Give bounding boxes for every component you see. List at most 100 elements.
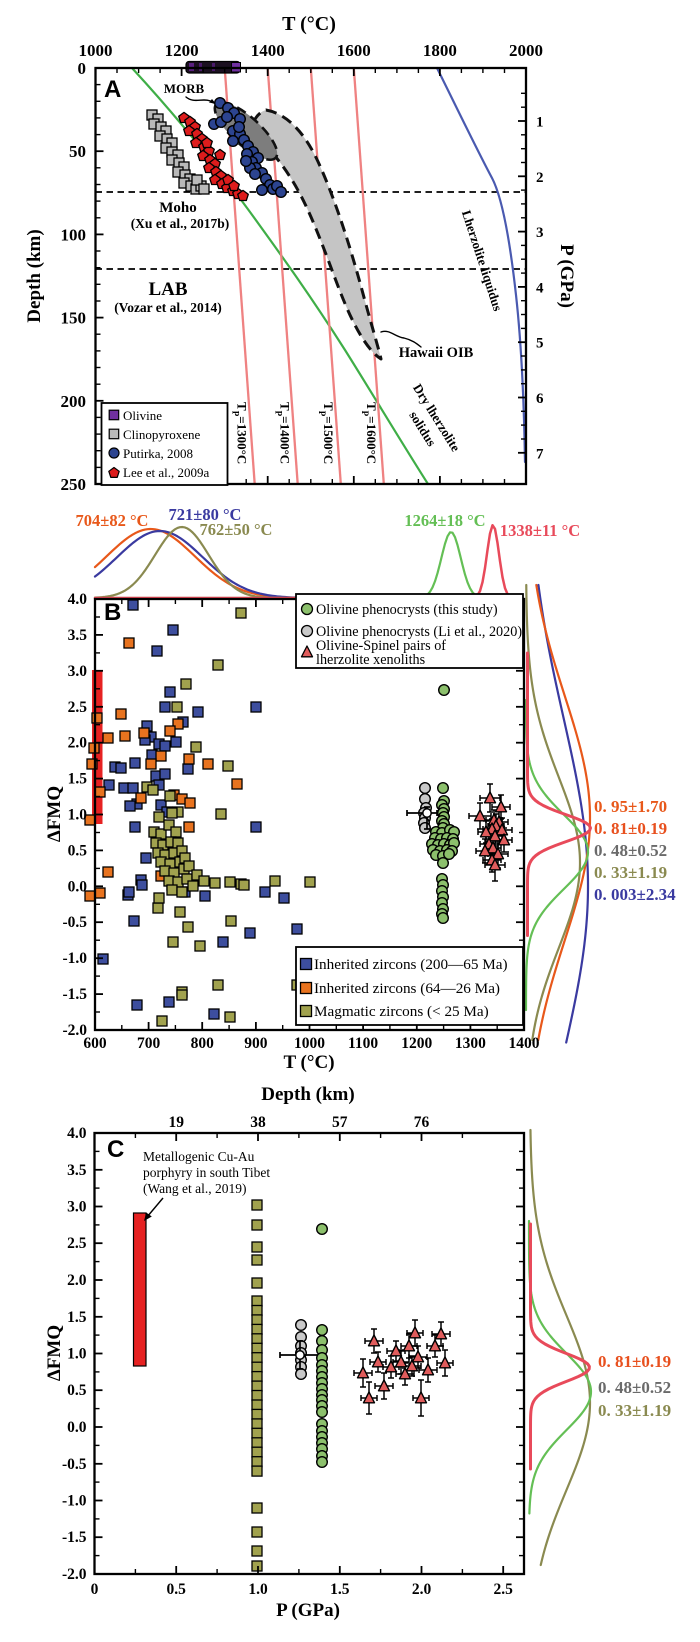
- svg-text:Olivine phenocrysts (this stud: Olivine phenocrysts (this study): [316, 602, 498, 618]
- svg-text:1.0: 1.0: [248, 1581, 268, 1598]
- svg-text:4: 4: [536, 280, 544, 296]
- svg-text:MORB: MORB: [164, 81, 205, 96]
- svg-text:1000: 1000: [294, 1035, 325, 1052]
- svg-text:0.5: 0.5: [167, 1581, 187, 1598]
- svg-text:1338±11 °C: 1338±11 °C: [500, 521, 580, 540]
- svg-text:TP=1500°C: TP=1500°C: [317, 402, 336, 464]
- svg-text:TP=1600°C: TP=1600°C: [360, 402, 379, 464]
- svg-text:0. 33±1.19: 0. 33±1.19: [594, 863, 667, 882]
- svg-text:(Wang et al., 2019): (Wang et al., 2019): [143, 1181, 247, 1196]
- svg-text:lherzolite xenoliths: lherzolite xenoliths: [316, 652, 426, 668]
- svg-text:0. 81±0.19: 0. 81±0.19: [594, 819, 667, 838]
- svg-text:1100: 1100: [348, 1035, 378, 1052]
- svg-text:Putirka, 2008: Putirka, 2008: [123, 446, 193, 461]
- svg-text:1.0: 1.0: [68, 807, 88, 824]
- svg-text:T (°C): T (°C): [283, 1052, 334, 1073]
- svg-text:3.0: 3.0: [67, 1199, 87, 1216]
- svg-text:0.5: 0.5: [68, 842, 88, 859]
- svg-text:2.5: 2.5: [494, 1581, 514, 1598]
- svg-text:1200: 1200: [401, 1035, 432, 1052]
- svg-text:(Xu et al., 2017b): (Xu et al., 2017b): [131, 216, 230, 231]
- svg-text:Clinopyroxene: Clinopyroxene: [123, 427, 200, 442]
- svg-text:600: 600: [83, 1035, 107, 1052]
- svg-text:C: C: [107, 1136, 124, 1163]
- svg-text:TP=1300°C: TP=1300°C: [231, 402, 250, 464]
- svg-text:38: 38: [250, 1114, 266, 1131]
- svg-text:1600: 1600: [337, 41, 371, 60]
- svg-text:Olivine: Olivine: [123, 408, 162, 423]
- svg-text:5: 5: [536, 336, 544, 352]
- svg-text:1264±18 °C: 1264±18 °C: [404, 511, 485, 530]
- svg-text:3.0: 3.0: [68, 663, 88, 680]
- svg-text:(Vozar et al., 2014): (Vozar et al., 2014): [114, 300, 222, 315]
- svg-text:1400: 1400: [251, 41, 285, 60]
- svg-text:704±82 °C: 704±82 °C: [76, 511, 149, 530]
- svg-text:-1.5: -1.5: [62, 1529, 87, 1546]
- svg-text:0: 0: [91, 1581, 99, 1598]
- svg-text:1300: 1300: [455, 1035, 486, 1052]
- svg-text:Lee et al., 2009a: Lee et al., 2009a: [123, 465, 209, 480]
- svg-text:700: 700: [137, 1035, 161, 1052]
- svg-text:800: 800: [191, 1035, 215, 1052]
- svg-text:Moho: Moho: [159, 200, 197, 216]
- svg-text:7: 7: [536, 446, 544, 462]
- svg-text:Olivine-Spinel pairs of: Olivine-Spinel pairs of: [316, 638, 446, 654]
- svg-text:0. 48±0.52: 0. 48±0.52: [598, 1378, 671, 1397]
- svg-text:LAB: LAB: [148, 279, 187, 300]
- svg-text:1.5: 1.5: [330, 1581, 350, 1598]
- svg-text:2.0: 2.0: [68, 735, 88, 752]
- svg-text:Depth (km): Depth (km): [24, 229, 45, 322]
- svg-text:2.0: 2.0: [412, 1581, 432, 1598]
- svg-text:1.0: 1.0: [67, 1346, 87, 1363]
- svg-text:Magmatic zircons (< 25 Ma): Magmatic zircons (< 25 Ma): [314, 1003, 489, 1020]
- svg-text:57: 57: [332, 1114, 348, 1131]
- svg-text:TP=1400°C: TP=1400°C: [274, 402, 293, 464]
- svg-text:2.5: 2.5: [68, 699, 88, 716]
- svg-text:3.5: 3.5: [67, 1162, 87, 1179]
- svg-text:200: 200: [61, 392, 87, 411]
- svg-text:0. 48±0.52: 0. 48±0.52: [594, 841, 667, 860]
- svg-text:1200: 1200: [165, 41, 199, 60]
- svg-text:0. 95±1.70: 0. 95±1.70: [594, 797, 667, 816]
- svg-text:Inherited zircons (200—65 Ma): Inherited zircons (200—65 Ma): [314, 956, 508, 973]
- svg-text:A: A: [104, 76, 121, 103]
- svg-text:-1.0: -1.0: [62, 1493, 87, 1510]
- svg-text:50: 50: [69, 142, 86, 161]
- svg-text:B: B: [104, 599, 121, 626]
- svg-text:2.5: 2.5: [67, 1235, 87, 1252]
- svg-text:0. 33±1.19: 0. 33±1.19: [598, 1401, 671, 1420]
- svg-text:4.0: 4.0: [67, 1125, 87, 1142]
- svg-text:ΔFMQ: ΔFMQ: [44, 786, 65, 842]
- svg-text:3.5: 3.5: [68, 627, 88, 644]
- svg-text:porphyry in south Tibet: porphyry in south Tibet: [143, 1165, 270, 1180]
- svg-text:0.5: 0.5: [67, 1382, 87, 1399]
- svg-text:76: 76: [414, 1114, 430, 1131]
- svg-text:762±50 °C: 762±50 °C: [200, 520, 273, 539]
- svg-text:P (GPa): P (GPa): [556, 244, 577, 308]
- svg-text:-1.0: -1.0: [62, 950, 87, 967]
- svg-text:ΔFMQ: ΔFMQ: [44, 1325, 65, 1381]
- svg-text:P (GPa): P (GPa): [276, 1600, 340, 1621]
- svg-text:2.0: 2.0: [67, 1272, 87, 1289]
- svg-text:T (°C): T (°C): [282, 13, 336, 35]
- svg-text:Inherited zircons (64—26 Ma): Inherited zircons (64—26 Ma): [314, 980, 500, 997]
- svg-text:1.5: 1.5: [67, 1309, 87, 1326]
- svg-text:Depth (km): Depth (km): [261, 1084, 354, 1105]
- svg-text:19: 19: [168, 1114, 184, 1131]
- svg-text:Olivine phenocrysts (Li et al.: Olivine phenocrysts (Li et al., 2020): [316, 624, 522, 640]
- svg-text:0. 81±0.19: 0. 81±0.19: [598, 1352, 671, 1371]
- svg-text:Hawaii OIB: Hawaii OIB: [399, 345, 474, 361]
- svg-text:-0.5: -0.5: [62, 914, 87, 931]
- svg-text:-2.0: -2.0: [62, 1566, 87, 1583]
- svg-text:1.5: 1.5: [68, 771, 88, 788]
- svg-text:0. 003±2.34: 0. 003±2.34: [594, 885, 676, 904]
- svg-text:900: 900: [244, 1035, 268, 1052]
- svg-text:250: 250: [61, 475, 87, 494]
- svg-text:-2.0: -2.0: [62, 1022, 87, 1039]
- svg-text:-1.5: -1.5: [62, 986, 87, 1003]
- svg-text:1400: 1400: [509, 1035, 540, 1052]
- svg-text:2: 2: [536, 170, 544, 186]
- svg-text:1: 1: [536, 115, 544, 131]
- svg-text:-0.5: -0.5: [62, 1456, 87, 1473]
- svg-text:0.0: 0.0: [68, 878, 88, 895]
